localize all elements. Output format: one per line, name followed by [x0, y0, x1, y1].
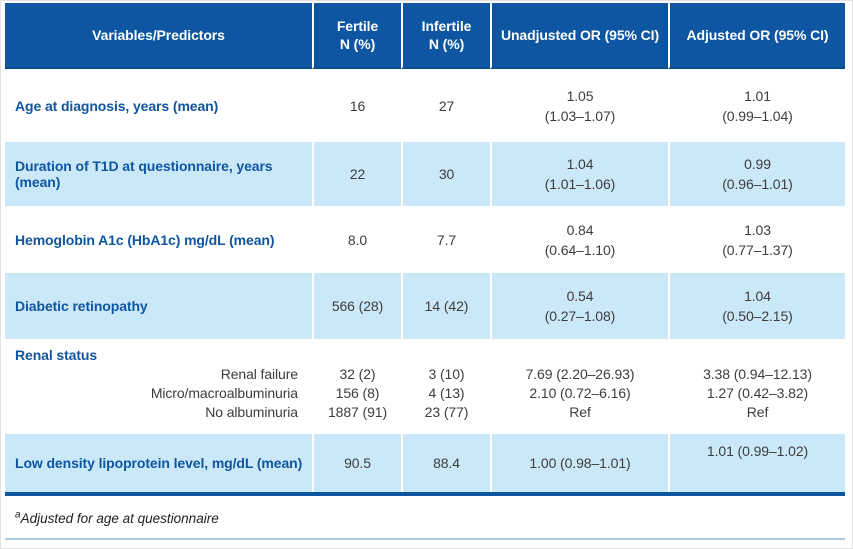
col-header-infertile: Infertile N (%) [401, 3, 490, 69]
cell-fertile: 566 (28) [312, 273, 401, 339]
col-header-variables: Variables/Predictors [5, 3, 312, 69]
sub-value: 23 (77) [424, 404, 469, 420]
bottom-thin-rule [5, 538, 845, 540]
cell-infertile: 27 [401, 69, 490, 142]
col-header-fertile-line1: Fertile [336, 18, 379, 34]
or-value: 1.01 [744, 87, 771, 104]
table-row-duration-t1d: Duration of T1D at questionnaire, years … [5, 142, 845, 206]
cell-unadjusted-or: 0.84 (0.64–1.10) [490, 206, 668, 273]
cell-adjusted-or-group: 3.38 (0.94–12.13) 1.27 (0.42–3.82) Ref [668, 339, 845, 434]
cell-adjusted-or: 1.04 (0.50–2.15) [668, 273, 845, 339]
cell-fertile-group: 32 (2) 156 (8) 1887 (91) [312, 339, 401, 434]
sub-value: Ref [746, 404, 769, 420]
cell-variable: Low density lipoprotein level, mg/dL (me… [5, 434, 312, 492]
footnote-superscript: a [15, 509, 21, 521]
cell-adjusted-or: 1.01 (0.99–1.02) [668, 434, 845, 492]
table-row-diabetic-retinopathy: Diabetic retinopathy 566 (28) 14 (42) 0.… [5, 273, 845, 339]
col-header-adjusted-or: Adjusted OR (95% CI) [668, 3, 845, 69]
or-value: 0.54 [566, 288, 594, 304]
table-row-age-at-diagnosis: Age at diagnosis, years (mean) 16 27 1.0… [5, 69, 845, 142]
cell-variable-group: Renal status Renal failure Micro/macroal… [5, 339, 312, 434]
or-ci: (0.50–2.15) [722, 308, 793, 324]
bottom-thick-rule [5, 492, 845, 496]
sub-value: 3.38 (0.94–12.13) [703, 366, 812, 382]
or-ci: (0.64–1.10) [544, 241, 616, 258]
cell-fertile: 22 [312, 142, 401, 206]
group-title: Renal status [15, 347, 98, 363]
cell-adjusted-or: 1.01 (0.99–1.04) [668, 69, 845, 142]
sub-value: 32 (2) [339, 366, 376, 382]
cell-variable: Diabetic retinopathy [5, 273, 312, 339]
col-header-infertile-line1: Infertile [421, 18, 472, 34]
sub-value: 1.27 (0.42–3.82) [706, 385, 809, 401]
sub-value: 156 (8) [335, 385, 380, 401]
sub-value: 2.10 (0.72–6.16) [529, 385, 631, 401]
or-value: 1.03 [744, 221, 771, 238]
sub-value: 1887 (91) [327, 404, 388, 420]
table-content: Variables/Predictors Fertile N (%) Infer… [5, 3, 845, 540]
header-row: Variables/Predictors Fertile N (%) Infer… [5, 3, 845, 69]
cell-unadjusted-or: 1.05 (1.03–1.07) [490, 69, 668, 142]
cell-fertile: 16 [312, 69, 401, 142]
cell-unadjusted-or: 1.04 (1.01–1.06) [490, 142, 668, 206]
or-ci: (0.77–1.37) [722, 241, 793, 258]
footnote-text: Adjusted for age at questionnaire [20, 511, 219, 526]
or-value: 0.99 [744, 156, 771, 172]
or-value: 1.05 [566, 87, 594, 104]
table-footnote: aAdjusted for age at questionnaire [15, 509, 845, 529]
cell-adjusted-or: 1.03 (0.77–1.37) [668, 206, 845, 273]
sub-value: 3 (10) [428, 366, 465, 382]
col-header-fertile-line2: N (%) [339, 36, 376, 52]
cell-unadjusted-or-group: 7.69 (2.20–26.93) 2.10 (0.72–6.16) Ref [490, 339, 668, 434]
table-row-hba1c: Hemoglobin A1c (HbA1c) mg/dL (mean) 8.0 … [5, 206, 845, 273]
or-ci: (0.96–1.01) [722, 176, 793, 192]
or-ci: (1.01–1.06) [544, 176, 616, 192]
cell-variable: Hemoglobin A1c (HbA1c) mg/dL (mean) [15, 231, 275, 248]
or-value: 1.04 [744, 288, 771, 304]
sub-value: Ref [569, 404, 591, 420]
cell-infertile: 88.4 [401, 434, 490, 492]
cell-variable: Age at diagnosis, years (mean) [15, 97, 219, 114]
cell-unadjusted-or: 0.54 (0.27–1.08) [490, 273, 668, 339]
col-header-fertile: Fertile N (%) [312, 3, 401, 69]
sub-label: Renal failure [220, 366, 298, 382]
cell-infertile: 14 (42) [401, 273, 490, 339]
sub-label: Micro/macroalbuminuria [150, 385, 298, 401]
predictors-table: Variables/Predictors Fertile N (%) Infer… [5, 3, 845, 492]
cell-unadjusted-or: 1.00 (0.98–1.01) [490, 434, 668, 492]
cell-adjusted-or: 0.99 (0.96–1.01) [668, 142, 845, 206]
table-row-ldl: Low density lipoprotein level, mg/dL (me… [5, 434, 845, 492]
cell-infertile-group: 3 (10) 4 (13) 23 (77) [401, 339, 490, 434]
or-value: 0.84 [566, 221, 594, 238]
cell-fertile: 90.5 [312, 434, 401, 492]
sub-value: 4 (13) [428, 385, 465, 401]
or-ci: (0.27–1.08) [544, 308, 616, 324]
table-row-renal-status: Renal status Renal failure Micro/macroal… [5, 339, 845, 434]
cell-variable: Duration of T1D at questionnaire, years … [5, 142, 312, 206]
sub-label: No albuminuria [205, 404, 298, 420]
col-header-unadjusted-or: Unadjusted OR (95% CI) [490, 3, 668, 69]
cell-infertile: 30 [401, 142, 490, 206]
col-header-infertile-line2: N (%) [428, 36, 465, 52]
sub-value: 7.69 (2.20–26.93) [525, 366, 635, 382]
or-ci: (0.99–1.04) [722, 107, 793, 124]
cell-fertile: 8.0 [312, 206, 401, 273]
or-ci: (1.03–1.07) [544, 107, 616, 124]
or-value: 1.04 [566, 156, 594, 172]
cell-infertile: 7.7 [401, 206, 490, 273]
